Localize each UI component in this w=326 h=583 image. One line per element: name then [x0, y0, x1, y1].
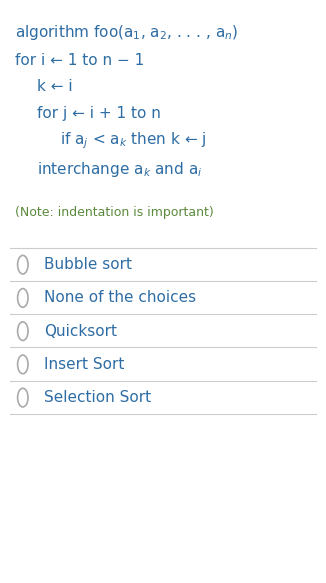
- Text: (Note: indentation is important): (Note: indentation is important): [15, 206, 214, 219]
- Text: for j ← i + 1 to n: for j ← i + 1 to n: [37, 106, 161, 121]
- Text: None of the choices: None of the choices: [44, 290, 196, 305]
- Text: interchange a$_k$ and a$_i$: interchange a$_k$ and a$_i$: [37, 160, 203, 178]
- Text: k ← i: k ← i: [37, 79, 73, 94]
- Text: Insert Sort: Insert Sort: [44, 357, 125, 372]
- Text: for i ← 1 to n − 1: for i ← 1 to n − 1: [15, 53, 144, 68]
- Text: Bubble sort: Bubble sort: [44, 257, 132, 272]
- Text: Selection Sort: Selection Sort: [44, 390, 151, 405]
- Text: Quicksort: Quicksort: [44, 324, 117, 339]
- Text: if a$_j$ < a$_k$ then k ← j: if a$_j$ < a$_k$ then k ← j: [60, 130, 207, 151]
- Text: algorithm foo(a$_1$, a$_2$, . . . , a$_n$): algorithm foo(a$_1$, a$_2$, . . . , a$_n…: [15, 23, 238, 41]
